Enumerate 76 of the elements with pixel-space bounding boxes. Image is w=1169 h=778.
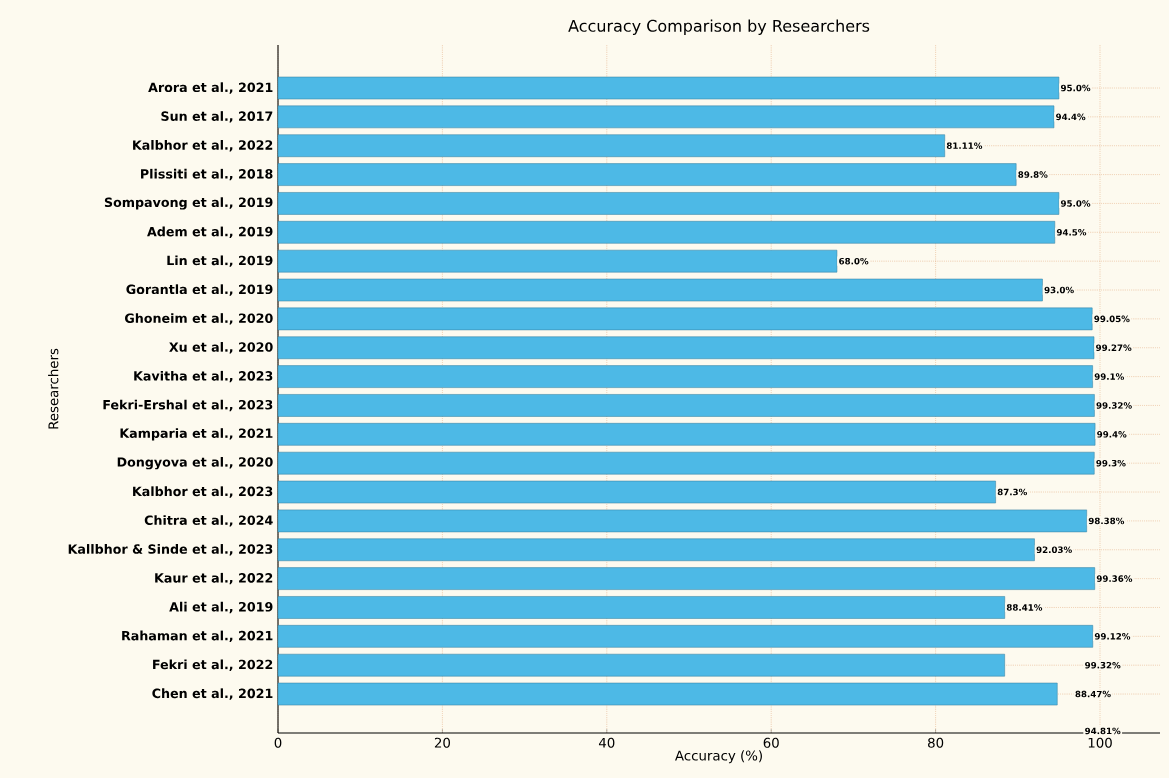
data-label: 68.0% — [839, 257, 869, 265]
data-label: 95.0% — [1060, 84, 1091, 92]
bar — [277, 163, 1017, 186]
y-tick-label: Chen et al., 2021 — [152, 688, 273, 700]
data-label: 99.32% — [1096, 402, 1132, 409]
bar — [277, 76, 1060, 100]
annotation: 94.81% — [1085, 727, 1121, 735]
bar — [277, 365, 1093, 388]
bar — [277, 451, 1095, 475]
bar — [277, 192, 1060, 215]
bar — [277, 278, 1043, 302]
data-label: 99.1% — [1094, 373, 1125, 380]
bar — [277, 249, 838, 273]
y-tick-label: Sompavong et al., 2019 — [104, 197, 273, 210]
data-label: 99.3% — [1096, 459, 1126, 467]
x-tick-label: 20 — [434, 737, 451, 748]
y-tick-label: Rahaman et al., 2021 — [122, 630, 273, 643]
x-axis-title: Accuracy (%) — [675, 750, 762, 764]
data-label: 99.12% — [1094, 633, 1131, 640]
bar — [277, 653, 1005, 677]
bar — [277, 394, 1095, 417]
y-tick-label: Fekri et al., 2022 — [153, 659, 273, 671]
annotation: 88.47% — [1075, 690, 1111, 698]
bar — [277, 480, 996, 504]
y-tick-label: Plissiti et al., 2018 — [141, 168, 273, 181]
y-tick-label: Kalbhor et al., 2023 — [133, 486, 273, 498]
y-tick-label: Dongyova et al., 2020 — [117, 457, 273, 470]
data-label: 95.0% — [1060, 200, 1091, 207]
x-tick-label: 60 — [763, 737, 779, 748]
y-tick-label: Sun et al., 2017 — [161, 111, 273, 123]
y-tick-label: Kavitha et al., 2023 — [134, 370, 273, 383]
chart-title: Accuracy Comparison by Researchers — [568, 19, 870, 35]
y-tick-label: Kallbhor & Sinde et al., 2023 — [68, 544, 273, 556]
y-tick-label: Ghoneim et al., 2020 — [125, 313, 273, 325]
data-label: 89.8% — [1018, 171, 1048, 178]
data-label: 87.3% — [997, 488, 1028, 496]
y-tick-label: Kalbhor et al., 2022 — [133, 140, 273, 152]
bar — [277, 509, 1087, 533]
data-label: 92.03% — [1036, 546, 1072, 554]
x-tick-label: 40 — [598, 737, 615, 748]
y-tick-label: Fekri-Ershal et al., 2023 — [103, 399, 273, 412]
data-label: 94.4% — [1056, 113, 1086, 121]
bar — [277, 336, 1095, 360]
x-tick-label: 0 — [274, 737, 282, 748]
bar — [277, 567, 1096, 590]
y-axis-title: Researchers — [48, 348, 59, 429]
y-tick-label: Adem et al., 2019 — [147, 226, 273, 239]
data-label: 99.36% — [1096, 575, 1133, 582]
bar — [277, 221, 1056, 244]
data-label: 81.11% — [946, 142, 983, 149]
y-tick-label: Lin et al., 2019 — [167, 255, 273, 267]
data-label: 99.05% — [1094, 315, 1130, 323]
data-label: 99.4% — [1097, 431, 1127, 438]
bar — [277, 596, 1006, 619]
data-label: 88.41% — [1006, 604, 1043, 611]
bar — [277, 134, 946, 157]
x-tick-label: 80 — [928, 737, 944, 748]
y-tick-label: Xu et al., 2020 — [169, 342, 273, 354]
bar — [277, 423, 1096, 446]
bar — [277, 538, 1035, 562]
y-tick-label: Gorantla et al., 2019 — [126, 284, 273, 296]
y-tick-label: Ali et al., 2019 — [169, 601, 273, 614]
bar — [277, 625, 1094, 648]
data-label: 93.0% — [1044, 286, 1074, 294]
data-label: 98.38% — [1088, 517, 1125, 525]
y-tick-label: Chitra et al., 2024 — [144, 515, 273, 527]
data-label: 94.5% — [1056, 229, 1087, 236]
bar — [277, 105, 1055, 129]
bar — [277, 682, 1058, 706]
data-label: 99.27% — [1096, 344, 1132, 352]
bar — [277, 307, 1093, 331]
x-tick-label: 100 — [1088, 737, 1112, 748]
annotation: 99.32% — [1085, 661, 1121, 669]
y-tick-label: Kamparia et al., 2021 — [120, 428, 273, 441]
y-tick-label: Arora et al., 2021 — [148, 82, 273, 94]
y-tick-label: Kaur et al., 2022 — [155, 572, 273, 585]
